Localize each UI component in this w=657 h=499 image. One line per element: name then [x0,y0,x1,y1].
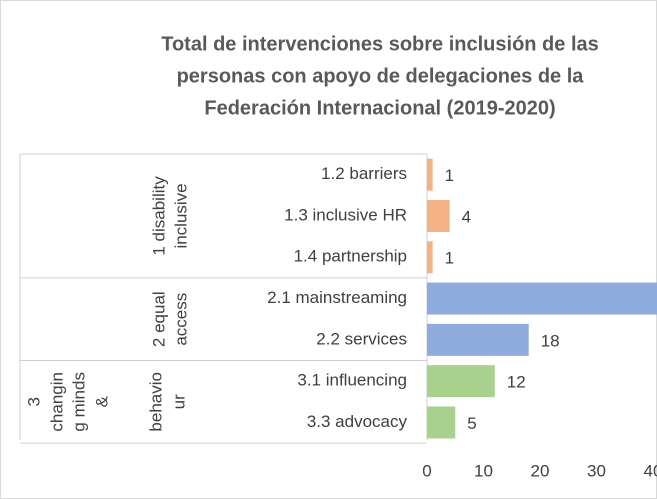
chart-title: personas con apoyo de delegaciones de la [177,65,585,87]
x-tick-label: 40 [644,461,657,480]
bar [427,199,450,232]
group-label: & [92,395,111,407]
group-label: access [171,293,190,346]
chart-title: Federación Internacional (2019-2020) [204,97,555,119]
value-label: 4 [462,207,471,226]
bar [427,158,433,191]
category-label: 1.4 partnership [294,247,407,266]
bar [427,241,433,274]
category-label: 1.3 inclusive HR [284,205,407,224]
category-label: 2.1 mainstreaming [267,288,407,307]
value-label: 1 [445,249,454,268]
value-label: 5 [467,414,476,433]
group-label: 3 [24,397,43,406]
group-label: 2 equal [149,291,168,347]
bar [427,323,529,356]
x-tick-label: 10 [474,461,493,480]
bar [427,282,657,315]
value-label: 18 [541,331,560,350]
group-label: behavio [146,372,165,432]
group-label: 1 disability [149,176,168,256]
group-label: changin [47,372,66,432]
category-label: 3.1 influencing [297,371,407,390]
group-label: inclusive [171,183,190,248]
x-tick-label: 30 [587,461,606,480]
bar [427,406,456,439]
chart-title: Total de intervenciones sobre inclusión … [161,33,599,55]
category-label: 2.2 services [316,329,407,348]
bar [427,365,495,398]
category-label: 1.2 barriers [321,164,407,183]
group-label: g minds [69,372,88,432]
group-label: ur [169,394,188,409]
value-label: 12 [507,373,526,392]
x-tick-label: 0 [422,461,431,480]
x-tick-label: 20 [531,461,550,480]
value-label: 1 [445,166,454,185]
category-label: 3.3 advocacy [307,412,408,431]
